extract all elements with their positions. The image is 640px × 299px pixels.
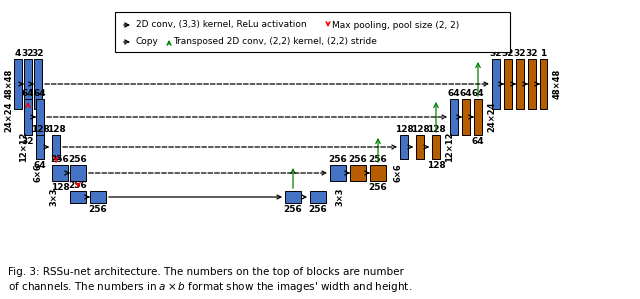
Text: 48×48: 48×48 bbox=[4, 69, 13, 99]
FancyBboxPatch shape bbox=[90, 191, 106, 203]
Text: 3×3: 3×3 bbox=[335, 188, 344, 206]
FancyBboxPatch shape bbox=[516, 59, 524, 109]
FancyBboxPatch shape bbox=[24, 59, 32, 109]
Text: Transposed 2D conv, (2,2) kernel, (2,2) stride: Transposed 2D conv, (2,2) kernel, (2,2) … bbox=[173, 37, 377, 47]
FancyBboxPatch shape bbox=[528, 59, 536, 109]
FancyBboxPatch shape bbox=[52, 165, 68, 181]
Text: 128: 128 bbox=[427, 124, 445, 133]
FancyBboxPatch shape bbox=[70, 165, 86, 181]
Text: 128: 128 bbox=[395, 124, 413, 133]
Text: 256: 256 bbox=[308, 205, 328, 213]
Text: 64: 64 bbox=[460, 89, 472, 97]
Text: of channels. The numbers in $a \times b$ format show the images' width and heigh: of channels. The numbers in $a \times b$… bbox=[8, 280, 412, 294]
Text: 256: 256 bbox=[68, 155, 88, 164]
Text: 32: 32 bbox=[502, 48, 515, 57]
Text: 32: 32 bbox=[22, 48, 35, 57]
Text: 256: 256 bbox=[349, 155, 367, 164]
Text: 256: 256 bbox=[284, 205, 302, 213]
FancyBboxPatch shape bbox=[34, 59, 42, 109]
FancyBboxPatch shape bbox=[432, 135, 440, 159]
FancyBboxPatch shape bbox=[52, 135, 60, 159]
Text: 128: 128 bbox=[47, 124, 65, 133]
FancyBboxPatch shape bbox=[370, 165, 386, 181]
FancyBboxPatch shape bbox=[70, 191, 86, 203]
FancyBboxPatch shape bbox=[450, 99, 458, 135]
Text: 256: 256 bbox=[68, 181, 88, 190]
FancyBboxPatch shape bbox=[400, 135, 408, 159]
Text: 64: 64 bbox=[448, 89, 460, 97]
Text: 4: 4 bbox=[15, 48, 21, 57]
Text: 64: 64 bbox=[34, 89, 46, 97]
Text: 128: 128 bbox=[31, 124, 49, 133]
FancyBboxPatch shape bbox=[36, 135, 44, 159]
FancyBboxPatch shape bbox=[350, 165, 366, 181]
Text: Fig. 3: RSSu-net architecture. The numbers on the top of blocks are number: Fig. 3: RSSu-net architecture. The numbe… bbox=[8, 267, 404, 277]
Text: 128: 128 bbox=[427, 161, 445, 170]
FancyBboxPatch shape bbox=[115, 12, 510, 52]
Text: 3×3: 3×3 bbox=[49, 188, 58, 206]
Text: 64: 64 bbox=[472, 89, 484, 97]
Text: 24×24: 24×24 bbox=[4, 102, 13, 132]
Text: 24×24: 24×24 bbox=[488, 102, 497, 132]
FancyBboxPatch shape bbox=[285, 191, 301, 203]
Text: 32: 32 bbox=[32, 48, 44, 57]
Text: 256: 256 bbox=[88, 205, 108, 213]
FancyBboxPatch shape bbox=[492, 59, 500, 109]
Text: 12×12: 12×12 bbox=[445, 132, 454, 162]
Text: 2D conv, (3,3) kernel, ReLu activation: 2D conv, (3,3) kernel, ReLu activation bbox=[136, 21, 307, 30]
Text: 32: 32 bbox=[22, 137, 35, 146]
Text: 12×12: 12×12 bbox=[19, 132, 29, 162]
FancyBboxPatch shape bbox=[416, 135, 424, 159]
Text: 256: 256 bbox=[328, 155, 348, 164]
Text: 32: 32 bbox=[525, 48, 538, 57]
FancyBboxPatch shape bbox=[504, 59, 512, 109]
Text: 256: 256 bbox=[369, 155, 387, 164]
Text: 6×6: 6×6 bbox=[394, 164, 403, 182]
Text: 256: 256 bbox=[51, 155, 69, 164]
Text: 32: 32 bbox=[514, 48, 526, 57]
Text: Max pooling, pool size (2, 2): Max pooling, pool size (2, 2) bbox=[332, 21, 460, 30]
FancyBboxPatch shape bbox=[462, 99, 470, 135]
Text: 1: 1 bbox=[540, 48, 547, 57]
FancyBboxPatch shape bbox=[24, 99, 32, 135]
FancyBboxPatch shape bbox=[36, 99, 44, 135]
FancyBboxPatch shape bbox=[310, 191, 326, 203]
Text: 128: 128 bbox=[51, 182, 69, 191]
FancyBboxPatch shape bbox=[330, 165, 346, 181]
Text: 256: 256 bbox=[369, 182, 387, 191]
Text: 128: 128 bbox=[411, 124, 429, 133]
Text: 64: 64 bbox=[34, 161, 46, 170]
FancyBboxPatch shape bbox=[14, 59, 22, 109]
FancyBboxPatch shape bbox=[474, 99, 482, 135]
Text: 6×6: 6×6 bbox=[33, 164, 42, 182]
Text: 48×48: 48×48 bbox=[552, 69, 561, 99]
Text: 64: 64 bbox=[472, 137, 484, 146]
Text: 64: 64 bbox=[22, 89, 35, 97]
Text: Copy: Copy bbox=[136, 37, 159, 47]
Text: 32: 32 bbox=[490, 48, 502, 57]
FancyBboxPatch shape bbox=[540, 59, 547, 109]
